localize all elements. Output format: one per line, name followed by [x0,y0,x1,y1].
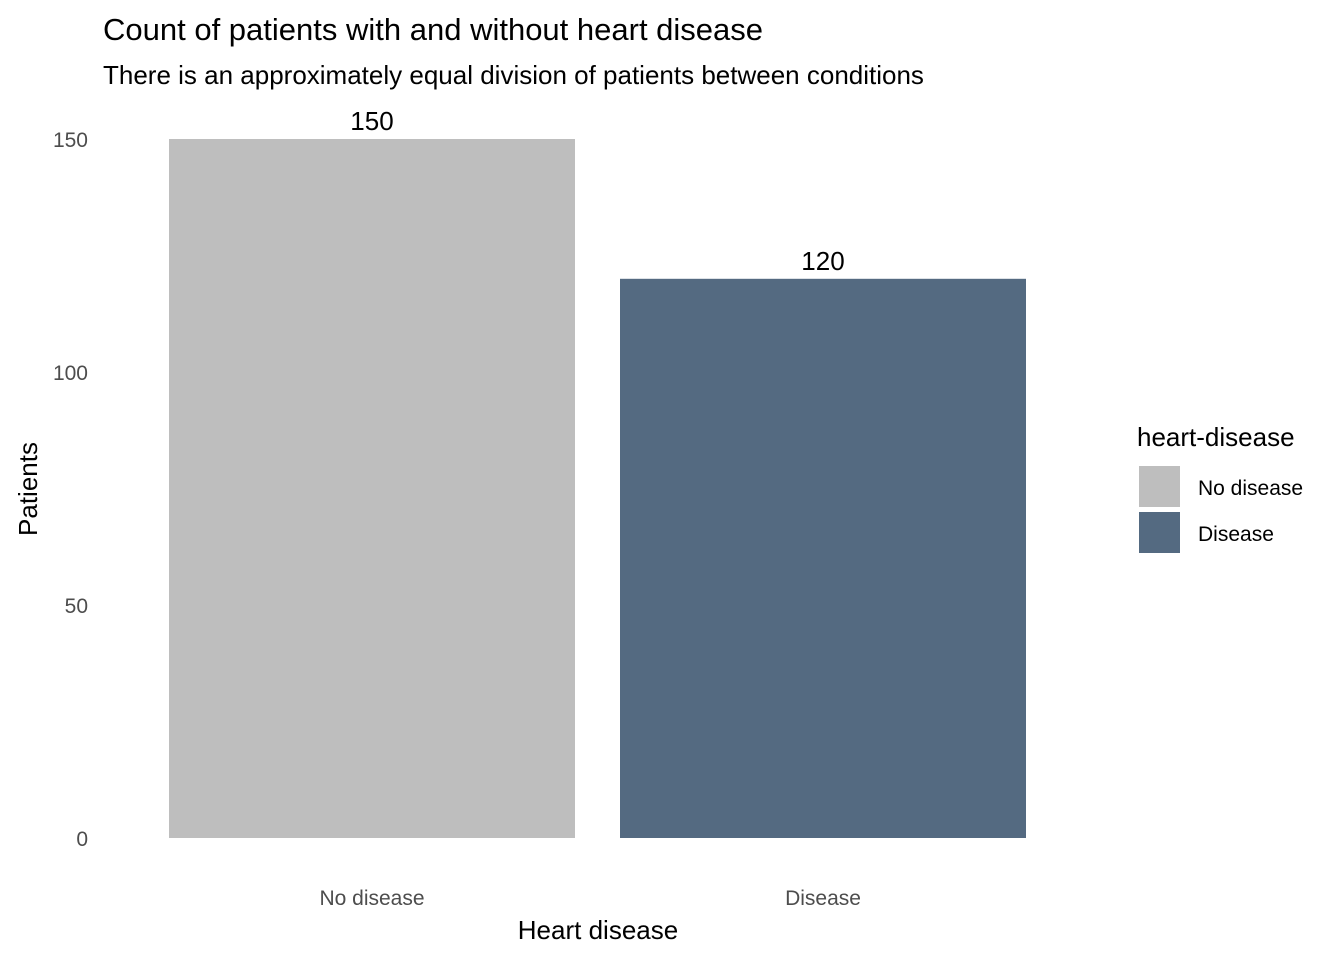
y-axis-ticks: 0 50 100 150 [53,129,88,851]
x-tick-label: Disease [785,887,861,910]
bar-disease [620,278,1026,838]
legend: heart-disease No disease Disease [1137,422,1303,553]
legend-swatch [1139,512,1180,553]
value-labels: 150 120 [350,106,844,276]
bars [169,139,1026,838]
legend-items: No disease Disease [1139,466,1303,553]
bar-value-label: 120 [801,246,844,276]
x-axis-title: Heart disease [518,915,678,945]
legend-swatch [1139,466,1180,507]
bar-value-label: 150 [350,106,393,136]
legend-label: Disease [1198,523,1274,546]
y-axis-title: Patients [13,442,43,536]
legend-label: No disease [1198,477,1303,500]
x-axis-ticks: No disease Disease [319,887,860,910]
y-tick-label: 150 [53,129,88,152]
bar-no-disease [169,139,575,838]
y-tick-label: 0 [76,828,88,851]
legend-title: heart-disease [1137,422,1295,452]
y-tick-label: 100 [53,362,88,385]
x-tick-label: No disease [319,887,424,910]
chart-subtitle: There is an approximately equal division… [103,60,924,90]
chart-title: Count of patients with and without heart… [103,12,763,47]
y-tick-label: 50 [65,595,88,618]
